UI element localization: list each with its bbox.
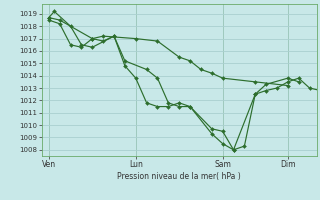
X-axis label: Pression niveau de la mer( hPa ): Pression niveau de la mer( hPa ) xyxy=(117,172,241,181)
